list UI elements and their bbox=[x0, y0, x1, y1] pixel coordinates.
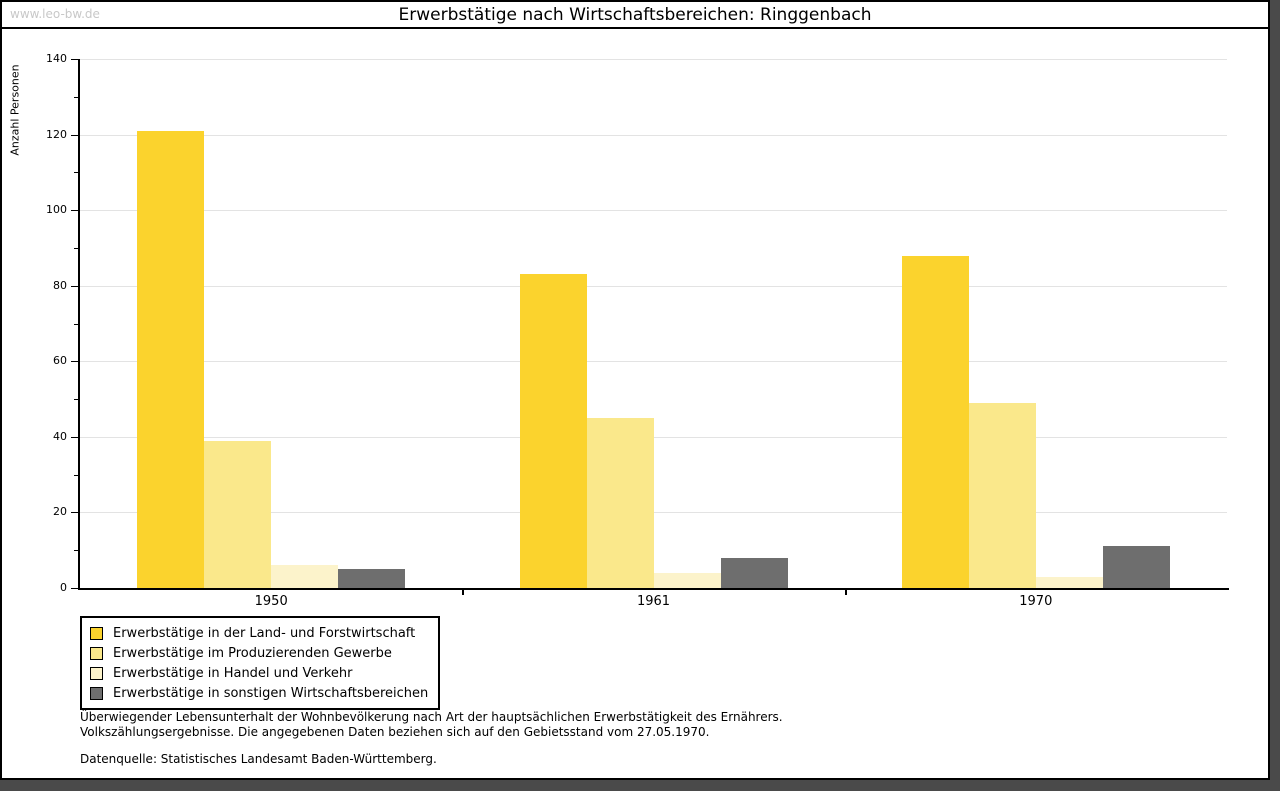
legend-swatch bbox=[90, 626, 103, 640]
x-axis-line bbox=[78, 588, 1229, 590]
y-tick-label: 40 bbox=[53, 429, 67, 443]
footnotes: Überwiegender Lebensunterhalt der Wohnbe… bbox=[80, 710, 783, 767]
y-axis-title: Anzahl Personen bbox=[8, 64, 22, 156]
legend-label: Erwerbstätige in sonstigen Wirtschaftsbe… bbox=[113, 685, 429, 701]
y-minor-tick bbox=[74, 247, 78, 249]
y-major-tick bbox=[71, 210, 78, 212]
y-grid-line bbox=[80, 59, 1227, 60]
y-tick-label: 100 bbox=[46, 203, 67, 217]
y-grid-line bbox=[80, 436, 1227, 438]
y-minor-tick bbox=[74, 172, 78, 174]
x-tick-label: 1950 bbox=[254, 594, 288, 609]
legend-item-1: Erwerbstätige in der Land- und Forstwirt… bbox=[90, 623, 428, 643]
y-axis-line bbox=[78, 59, 80, 590]
x-boundary-tick bbox=[462, 590, 465, 595]
y-major-tick bbox=[71, 436, 78, 438]
y-major-tick bbox=[71, 59, 78, 60]
legend-item-4: Erwerbstätige in sonstigen Wirtschaftsbe… bbox=[90, 683, 428, 703]
y-tick-label: 20 bbox=[53, 505, 67, 519]
legend-item-3: Erwerbstätige in Handel und Verkehr bbox=[90, 663, 428, 683]
bar-1961-series-2 bbox=[586, 418, 654, 588]
x-boundary-tick bbox=[844, 590, 847, 595]
footnote-line-1: Überwiegender Lebensunterhalt der Wohnbe… bbox=[80, 710, 783, 724]
watermark: www.leo-bw.de bbox=[10, 7, 100, 21]
plot-area: Anzahl Personen 0 20 40 60 80 100 120 140 1950 19… bbox=[2, 2, 1268, 778]
legend-swatch bbox=[90, 646, 103, 660]
y-minor-tick bbox=[74, 474, 78, 476]
y-grid-line bbox=[80, 512, 1227, 514]
y-grid-line bbox=[80, 285, 1227, 287]
chart-canvas: www.leo-bw.de Erwerbstätige nach Wirtsch… bbox=[0, 0, 1270, 780]
y-major-tick bbox=[71, 361, 78, 363]
bar-1961-series-1 bbox=[519, 274, 587, 588]
y-minor-tick bbox=[74, 399, 78, 401]
y-major-tick bbox=[71, 512, 78, 514]
y-tick-label: 80 bbox=[53, 278, 67, 292]
bar-1970-series-1 bbox=[901, 255, 969, 588]
y-tick-label: 140 bbox=[46, 52, 67, 65]
bar-1970-series-4 bbox=[1102, 546, 1170, 588]
bar-1950-series-1 bbox=[137, 130, 205, 588]
footnote-line-2: Volkszählungsergebnisse. Die angegebenen… bbox=[80, 724, 710, 739]
y-tick-label: 120 bbox=[46, 127, 67, 141]
y-major-tick bbox=[71, 588, 78, 589]
bar-1961-series-3 bbox=[653, 572, 721, 588]
chart-title: Erwerbstätige nach Wirtschaftsbereichen:… bbox=[398, 5, 872, 25]
x-tick-label: 1961 bbox=[636, 594, 671, 609]
y-grid-line bbox=[80, 134, 1227, 136]
y-grid-line bbox=[80, 361, 1227, 363]
legend: Erwerbstätige in der Land- und Forstwirt… bbox=[80, 616, 441, 710]
x-tick-label: 1970 bbox=[1019, 594, 1053, 609]
bar-1950-series-3 bbox=[271, 565, 339, 588]
y-tick-label: 0 bbox=[60, 581, 67, 594]
y-minor-tick bbox=[74, 550, 78, 552]
y-minor-tick bbox=[74, 96, 78, 98]
bar-1970-series-3 bbox=[1035, 576, 1103, 588]
legend-label: Erwerbstätige im Produzierenden Gewerbe bbox=[113, 645, 392, 661]
y-tick-label: 60 bbox=[53, 354, 67, 368]
legend-swatch bbox=[90, 686, 103, 700]
title-bar: www.leo-bw.de Erwerbstätige nach Wirtsch… bbox=[2, 2, 1268, 29]
y-minor-tick bbox=[74, 323, 78, 325]
bar-1970-series-2 bbox=[968, 402, 1036, 589]
y-major-tick bbox=[71, 134, 78, 136]
legend-label: Erwerbstätige in Handel und Verkehr bbox=[113, 665, 353, 681]
y-grid-line bbox=[80, 210, 1227, 212]
bar-1961-series-4 bbox=[720, 557, 788, 588]
legend-swatch bbox=[90, 666, 103, 680]
bar-1950-series-2 bbox=[204, 440, 272, 588]
data-source: Datenquelle: Statistisches Landesamt Bad… bbox=[80, 752, 437, 766]
legend-item-2: Erwerbstätige im Produzierenden Gewerbe bbox=[90, 643, 428, 663]
bar-1950-series-4 bbox=[338, 569, 406, 588]
legend-label: Erwerbstätige in der Land- und Forstwirt… bbox=[113, 625, 416, 641]
y-major-tick bbox=[71, 285, 78, 287]
